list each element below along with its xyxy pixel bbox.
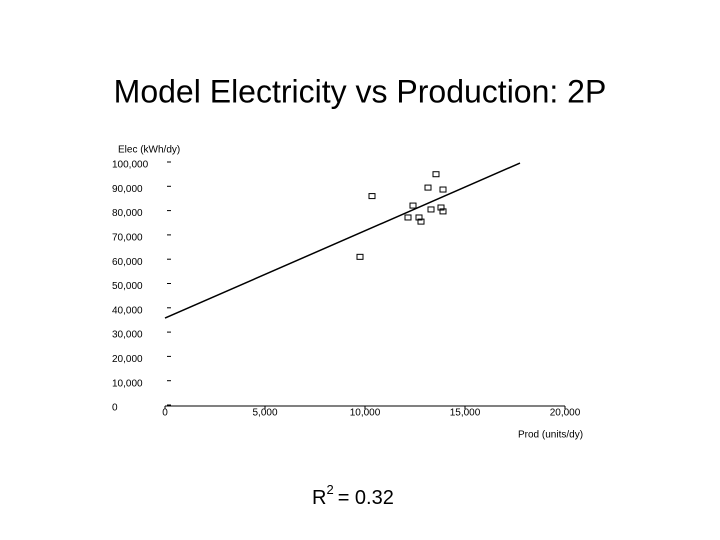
y-tick-label: 20,000 xyxy=(112,354,143,365)
x-axis-label: Prod (units/dy) xyxy=(518,430,583,441)
chart-title: Model Electricity vs Production: 2P xyxy=(114,73,607,109)
y-axis-label: Elec (kWh/dy) xyxy=(118,145,180,156)
data-point xyxy=(415,214,423,221)
r-value: = 0.32 xyxy=(338,487,394,509)
data-point xyxy=(439,186,447,193)
data-point xyxy=(417,218,425,225)
data-point xyxy=(368,193,376,200)
data-point xyxy=(432,171,440,178)
x-tick-label: 15,000 xyxy=(450,408,481,419)
data-point xyxy=(409,202,417,209)
data-point xyxy=(404,214,412,221)
y-tick-label: 30,000 xyxy=(112,330,143,341)
data-point xyxy=(356,253,364,260)
y-tick-label: 100,000 xyxy=(112,160,149,171)
y-tick-label: 80,000 xyxy=(112,208,143,219)
y-tick-label: 10,000 xyxy=(112,378,143,389)
y-tick-label: 50,000 xyxy=(112,281,143,292)
data-point xyxy=(439,208,447,215)
y-tick-label: 90,000 xyxy=(112,184,143,195)
r-squared: R2 = 0.32 xyxy=(312,482,394,509)
y-tick-label: 70,000 xyxy=(112,233,143,244)
trend-line xyxy=(164,162,521,319)
r-symbol: R xyxy=(312,487,326,509)
x-tick-label: 5,000 xyxy=(252,408,277,419)
y-tick-label: 0 xyxy=(112,403,118,414)
r-exponent: 2 xyxy=(326,482,333,497)
x-tick-label: 10,000 xyxy=(350,408,381,419)
x-tick-label: 0 xyxy=(162,408,168,419)
data-point xyxy=(437,204,445,211)
x-tick-label: 20,000 xyxy=(550,408,581,419)
y-tick-label: 60,000 xyxy=(112,257,143,268)
data-point xyxy=(427,206,435,213)
data-point xyxy=(424,184,432,191)
y-tick-label: 40,000 xyxy=(112,305,143,316)
